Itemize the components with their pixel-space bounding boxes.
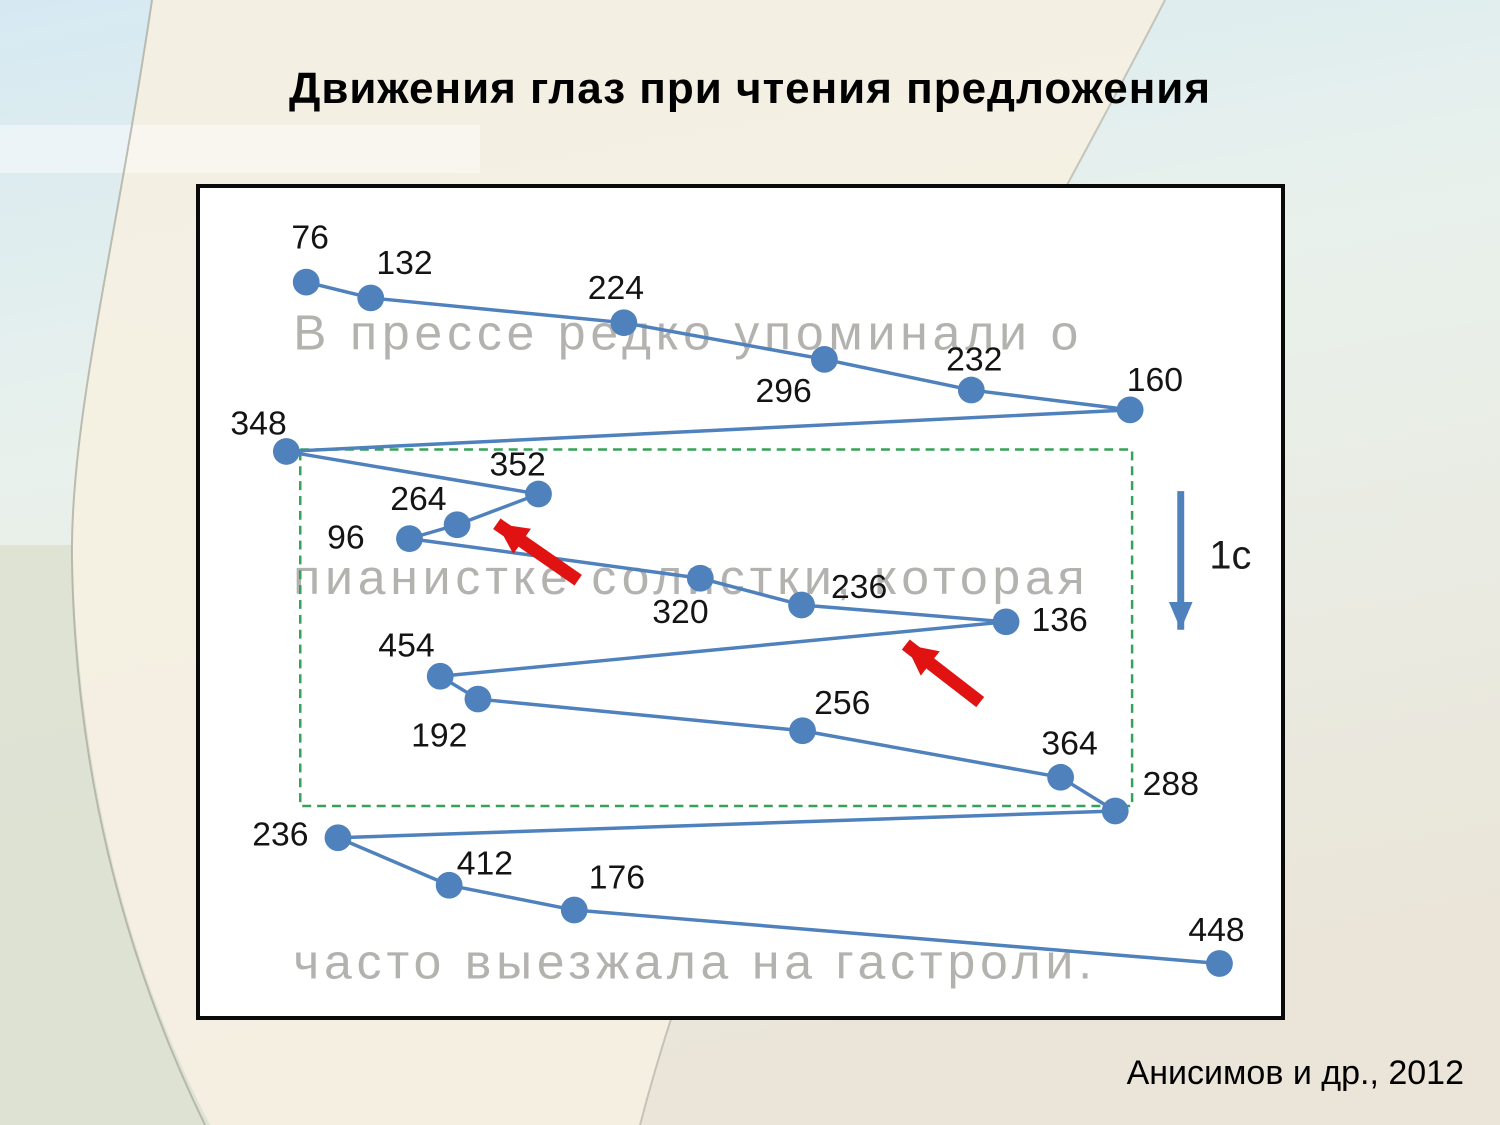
fixation-dot bbox=[957, 376, 985, 404]
background-light-stripe bbox=[0, 125, 480, 173]
fixation-dot bbox=[435, 871, 463, 899]
fixation-dot bbox=[396, 525, 423, 552]
fixation-dot bbox=[1116, 396, 1144, 424]
eye-movement-diagram: В прессе редко упоминали о пианистке соли… bbox=[196, 184, 1285, 1020]
background-curve-line-left bbox=[70, 0, 206, 1125]
fixation-dot bbox=[1206, 950, 1233, 977]
fixation-duration-label: 236 bbox=[831, 568, 887, 606]
fixation-duration-label: 352 bbox=[490, 445, 546, 483]
fixation-duration-label: 232 bbox=[946, 340, 1002, 378]
fixation-duration-label: 412 bbox=[457, 844, 513, 882]
fixation-dot bbox=[686, 564, 714, 592]
fixation-duration-label: 132 bbox=[376, 244, 432, 282]
fixation-dot bbox=[324, 824, 352, 852]
fixation-duration-label: 136 bbox=[1031, 601, 1087, 639]
fixation-dot bbox=[610, 309, 638, 337]
fixation-duration-label: 224 bbox=[588, 269, 644, 307]
fixation-dot bbox=[1101, 797, 1129, 825]
attribution: Анисимов и др., 2012 bbox=[1126, 1054, 1464, 1092]
fixation-dot bbox=[426, 662, 454, 690]
fixation-dot bbox=[464, 685, 492, 713]
fixation-dot bbox=[788, 591, 815, 619]
fixation-duration-label: 160 bbox=[1127, 361, 1183, 399]
fixation-dot bbox=[272, 438, 300, 465]
slide-title: Движения глаз при чтения предложения bbox=[288, 64, 1212, 113]
fixation-duration-label: 76 bbox=[291, 219, 329, 257]
fixation-dot bbox=[525, 480, 552, 508]
fixation-dot bbox=[789, 717, 816, 745]
scanpath-line bbox=[284, 280, 1220, 966]
fixation-duration-label: 256 bbox=[814, 684, 870, 722]
background-corner-shape bbox=[0, 545, 210, 1125]
fixation-duration-label: 264 bbox=[390, 480, 446, 518]
fixation-dot bbox=[992, 608, 1020, 636]
fixation-duration-label: 96 bbox=[327, 519, 365, 557]
fixation-duration-label: 176 bbox=[589, 858, 645, 896]
fixation-dot bbox=[810, 345, 838, 373]
fixation-duration-label: 288 bbox=[1143, 765, 1199, 803]
time-scale-label: 1c bbox=[1209, 533, 1251, 577]
fixation-duration-label: 364 bbox=[1041, 725, 1097, 763]
fixation-dot bbox=[357, 284, 385, 312]
fixation-duration-label: 320 bbox=[652, 593, 708, 631]
fixation-dot bbox=[292, 268, 320, 296]
fixation-dot bbox=[1047, 763, 1075, 791]
regression-arrow bbox=[901, 639, 985, 708]
fixation-dot bbox=[443, 511, 471, 539]
fixation-duration-label: 296 bbox=[756, 372, 812, 410]
fixation-duration-label: 448 bbox=[1188, 911, 1244, 949]
regression-arrow bbox=[493, 518, 582, 586]
fixation-duration-label: 348 bbox=[230, 405, 286, 443]
fixation-duration-label: 236 bbox=[252, 816, 308, 854]
fixation-dot bbox=[560, 896, 588, 924]
fixation-duration-label: 454 bbox=[378, 627, 434, 665]
fixation-duration-label: 192 bbox=[411, 717, 467, 755]
